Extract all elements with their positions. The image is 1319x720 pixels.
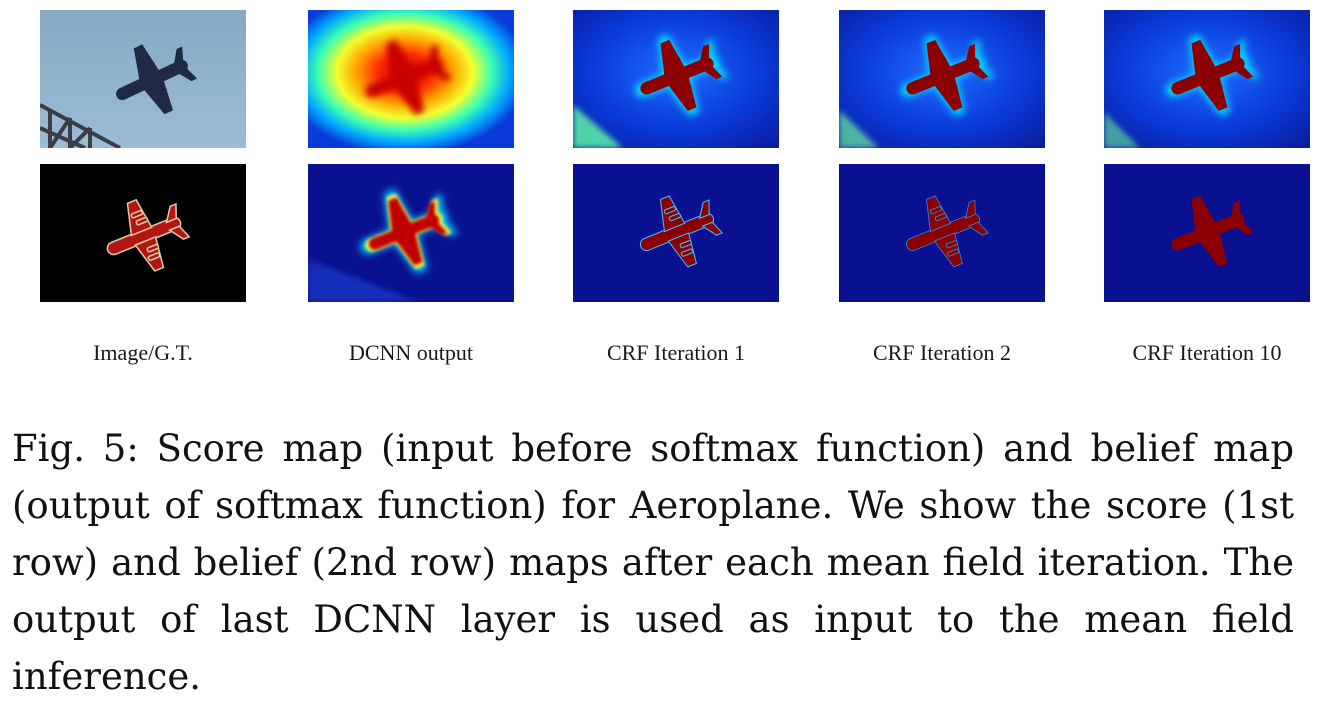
column-label-crf-iteration-10: CRF Iteration 10 <box>1132 340 1282 365</box>
column-label-crf-iteration-2: CRF Iteration 2 <box>872 340 1012 365</box>
column-label-crf-iteration-1: CRF Iteration 1 <box>606 340 746 365</box>
crf-iteration-10-score-map <box>1104 10 1310 148</box>
crf-iteration-1-belief-map <box>573 164 779 302</box>
column-label-image-gt: Image/G.T. <box>93 340 193 365</box>
ground-truth-mask <box>40 164 246 302</box>
input-image-aeroplane <box>40 10 246 148</box>
crf-iteration-10-belief-map <box>1104 164 1310 302</box>
dcnn-score-map <box>308 10 514 148</box>
dcnn-belief-map <box>308 164 514 302</box>
column-label-dcnn-output: DCNN output <box>348 340 474 365</box>
crf-iteration-2-score-map <box>839 10 1045 148</box>
crf-iteration-2-belief-map <box>839 164 1045 302</box>
figure-caption: Fig. 5: Score map (input before softmax … <box>12 427 1294 698</box>
crf-iteration-1-score-map <box>573 10 779 148</box>
